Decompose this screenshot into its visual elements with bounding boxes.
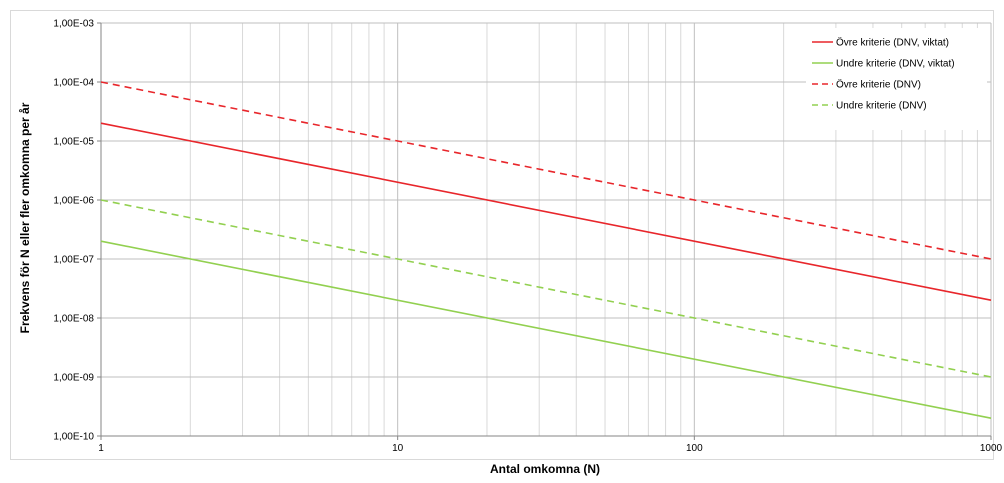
series-line <box>100 240 992 419</box>
series-line <box>100 122 992 301</box>
y-tick-label: 1,00E-07 <box>53 255 94 266</box>
legend-label: Undre kriterie (DNV, viktat) <box>836 59 955 70</box>
y-tick-labels: 1,00E-10 1,00E-09 1,00E-08 1,00E-07 1,00E-06… <box>53 19 101 443</box>
chart-frame <box>10 10 994 460</box>
x-tick-label: 100 <box>686 443 703 454</box>
legend-label: Övre kriterie (DNV, viktat) <box>836 37 949 49</box>
y-tick-label: 1,00E-03 <box>53 19 94 30</box>
legend-label: Undre kriterie (DNV) <box>836 101 927 112</box>
y-tick-label: 1,00E-08 <box>53 314 94 325</box>
y-tick-label: 1,00E-09 <box>53 373 94 384</box>
plot-area <box>100 23 991 437</box>
legend-label: Övre kriterie (DNV) <box>836 79 921 91</box>
x-tick-label: 1000 <box>980 443 1003 454</box>
series-layer <box>100 81 992 419</box>
y-tick-label: 1,00E-10 <box>53 432 94 443</box>
series-line <box>100 199 992 378</box>
x-tick-labels: 1 10 100 1000 <box>98 436 1003 454</box>
y-tick-label: 1,00E-04 <box>53 78 94 89</box>
x-axis-title: Antal omkomna (N) <box>490 462 600 476</box>
y-tick-label: 1,00E-05 <box>53 137 94 148</box>
y-axis-title: Frekvens för N eller fler omkomna per år <box>18 102 32 333</box>
legend-box <box>806 28 987 130</box>
legend: Övre kriterie (DNV, viktat) Undre kriteri… <box>806 28 987 130</box>
x-tick-label: 10 <box>392 443 404 454</box>
y-tick-label: 1,00E-06 <box>53 196 94 207</box>
x-tick-label: 1 <box>98 443 104 454</box>
series-line <box>100 81 992 260</box>
